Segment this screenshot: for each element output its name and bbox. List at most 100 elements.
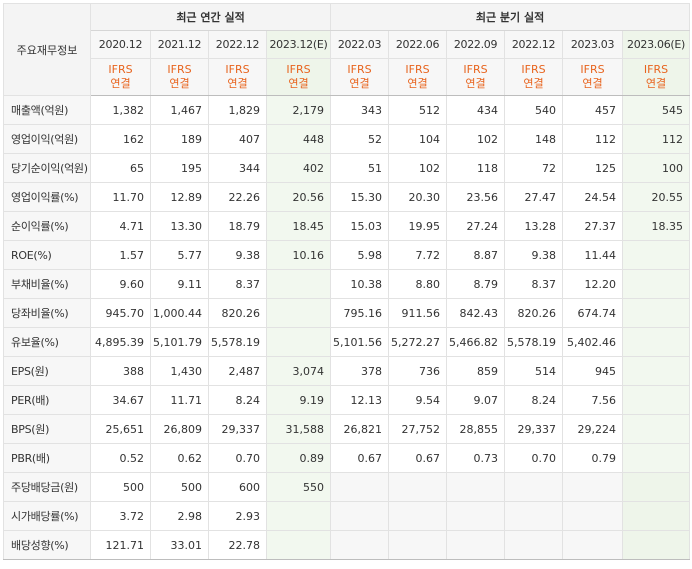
quarterly-value-cell: 674.74 (562, 298, 624, 328)
financial-summary-table: 주요재무정보 최근 연간 실적 최근 분기 실적 2020.12 2021.12 2… (3, 3, 691, 560)
quarterly-value-cell: 27.47 (504, 182, 564, 212)
accounting-basis-header: IFRS 연결 (330, 58, 390, 96)
row-label: 당좌비율(%) (3, 298, 91, 328)
table-row: 영업이익(억원) 162 189 407 448 52 104 102 148 112 112 (3, 124, 691, 154)
quarterly-value-cell: 911.56 (388, 298, 448, 328)
annual-value-cell: 550 (265, 472, 332, 502)
quarterly-value-cell: 102 (446, 124, 506, 154)
quarterly-value-cell (446, 530, 506, 560)
annual-value-cell: 600 (208, 472, 267, 502)
annual-value-cell: 0.52 (90, 443, 151, 473)
quarterly-value-cell (330, 501, 390, 531)
annual-value-cell: 1.57 (90, 240, 151, 270)
quarterly-value-cell (622, 269, 691, 299)
annual-value-cell: 4.71 (90, 211, 151, 241)
quarterly-value-cell (622, 298, 691, 328)
annual-value-cell: 2,487 (208, 356, 267, 386)
accounting-basis-header: IFRS 연결 (504, 58, 564, 96)
quarterly-value-cell: 125 (562, 153, 624, 183)
quarterly-value-cell (446, 472, 506, 502)
quarterly-value-cell: 15.03 (330, 211, 390, 241)
basis-standard-text: IFRS (521, 63, 546, 76)
annual-value-cell: 1,382 (90, 95, 151, 125)
annual-value-cell: 2.98 (150, 501, 209, 531)
basis-standard-text: IFRS (643, 63, 669, 76)
basis-scope-text: 연결 (645, 77, 667, 90)
quarterly-value-cell: 26,821 (330, 414, 390, 444)
table-row: 매출액(억원) 1,382 1,467 1,829 2,179 343 512 434 540 4… (3, 95, 691, 125)
table-row: EPS(원) 388 1,430 2,487 3,074 378 736 859 514 945 (3, 356, 691, 386)
quarterly-value-cell: 820.26 (504, 298, 564, 328)
accounting-basis-header: IFRS 연결 (388, 58, 448, 96)
quarterly-value-cell: 434 (446, 95, 506, 125)
table-row: 유보율(%) 4,895.39 5,101.79 5,578.19 5,101.56 5,… (3, 327, 691, 357)
quarterly-value-cell: 12.20 (562, 269, 624, 299)
quarterly-value-cell: 24.54 (562, 182, 624, 212)
quarterly-value-cell: 12.13 (330, 385, 390, 415)
annual-value-cell: 4,895.39 (90, 327, 151, 357)
accounting-basis-header: IFRS 연결 (446, 58, 506, 96)
annual-value-cell: 20.56 (265, 182, 332, 212)
quarterly-value-cell: 8.87 (446, 240, 506, 270)
table-row: 당기순이익(억원) 65 195 344 402 51 102 118 72 125 100 (3, 153, 691, 183)
annual-value-cell: 0.70 (208, 443, 267, 473)
annual-value-cell: 5,101.79 (150, 327, 209, 357)
quarterly-value-cell: 5,466.82 (446, 327, 506, 357)
annual-value-cell: 195 (150, 153, 209, 183)
annual-value-cell: 0.89 (265, 443, 332, 473)
quarterly-value-cell: 0.73 (446, 443, 506, 473)
basis-standard-text: IFRS (167, 63, 192, 76)
annual-value-cell: 9.19 (265, 385, 332, 415)
quarterly-value-cell: 795.16 (330, 298, 390, 328)
row-label: BPS(원) (3, 414, 91, 444)
quarterly-value-cell: 8.37 (504, 269, 564, 299)
quarterly-value-cell: 0.70 (504, 443, 564, 473)
table-row: BPS(원) 25,651 26,809 29,337 31,588 26,821 27,7… (3, 414, 691, 444)
annual-value-cell: 22.78 (208, 530, 267, 560)
annual-value-cell (265, 298, 332, 328)
quarterly-value-cell: 28,855 (446, 414, 506, 444)
quarterly-value-cell: 27.37 (562, 211, 624, 241)
basis-standard-text: IFRS (580, 63, 605, 76)
quarterly-value-cell: 27,752 (388, 414, 448, 444)
basis-scope-text: 연결 (288, 77, 309, 90)
row-label: 주당배당금(원) (3, 472, 91, 502)
quarterly-value-cell: 540 (504, 95, 564, 125)
quarterly-period-header: 2023.06(E) (622, 30, 691, 59)
table-row: 순이익률(%) 4.71 13.30 18.79 18.45 15.03 19.95 27.2… (3, 211, 691, 241)
basis-standard-text: IFRS (286, 63, 311, 76)
annual-value-cell: 9.11 (150, 269, 209, 299)
basis-scope-text: 연결 (169, 77, 190, 90)
row-label: 부채비율(%) (3, 269, 91, 299)
quarterly-value-cell: 5,101.56 (330, 327, 390, 357)
annual-value-cell: 25,651 (90, 414, 151, 444)
annual-value-cell: 3.72 (90, 501, 151, 531)
quarterly-value-cell: 51 (330, 153, 390, 183)
quarterly-value-cell: 52 (330, 124, 390, 154)
annual-value-cell (265, 501, 332, 531)
quarterly-value-cell (388, 501, 448, 531)
quarterly-value-cell: 7.72 (388, 240, 448, 270)
annual-value-cell: 121.71 (90, 530, 151, 560)
annual-value-cell: 448 (265, 124, 332, 154)
accounting-basis-header: IFRS 연결 (208, 58, 267, 96)
quarterly-value-cell: 9.38 (504, 240, 564, 270)
annual-value-cell: 407 (208, 124, 267, 154)
quarterly-value-cell: 8.80 (388, 269, 448, 299)
basis-scope-text: 연결 (227, 77, 248, 90)
quarterly-value-cell: 859 (446, 356, 506, 386)
basis-standard-text: IFRS (463, 63, 488, 76)
annual-value-cell: 402 (265, 153, 332, 183)
annual-value-cell: 29,337 (208, 414, 267, 444)
quarterly-value-cell: 9.54 (388, 385, 448, 415)
annual-value-cell: 2,179 (265, 95, 332, 125)
quarterly-value-cell (330, 472, 390, 502)
quarterly-value-cell: 23.56 (446, 182, 506, 212)
quarterly-value-cell: 514 (504, 356, 564, 386)
quarterly-value-cell (562, 472, 624, 502)
quarterly-value-cell: 29,337 (504, 414, 564, 444)
basis-scope-text: 연결 (110, 77, 131, 90)
quarterly-value-cell: 8.24 (504, 385, 564, 415)
quarterly-value-cell: 7.56 (562, 385, 624, 415)
annual-value-cell: 34.67 (90, 385, 151, 415)
